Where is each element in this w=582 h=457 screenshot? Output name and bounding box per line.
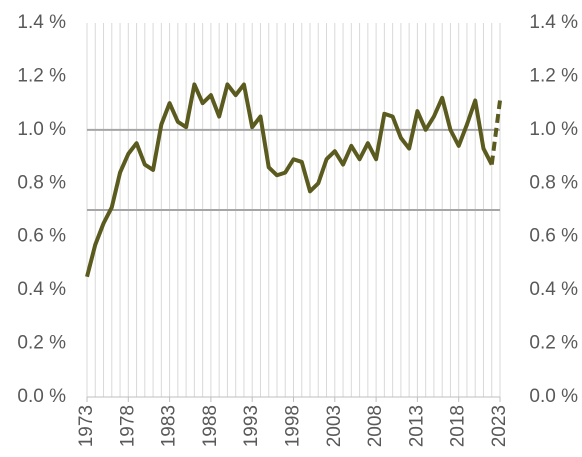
y-tick-label: 1.2 % <box>17 65 66 86</box>
y2-tick-label: 0.4 % <box>529 279 578 300</box>
y-tick-label: 0.4 % <box>17 279 66 300</box>
data-line <box>85 82 494 278</box>
x-tick-label: 1988 <box>200 405 221 447</box>
x-tick-label: 2018 <box>448 405 469 447</box>
y2-tick-label: 1.0 % <box>529 119 578 140</box>
x-tick-label: 1993 <box>241 405 262 447</box>
x-tick-label: 1983 <box>159 405 180 447</box>
x-tick-label: 2013 <box>406 405 427 447</box>
y-tick-label: 1.4 % <box>17 12 66 33</box>
x-tick-label: 1978 <box>117 405 138 447</box>
y2-tick-label: 0.8 % <box>529 172 578 193</box>
y2-tick-label: 1.4 % <box>529 12 578 33</box>
x-tick-label: 2003 <box>324 405 345 447</box>
y2-tick-label: 1.2 % <box>529 65 578 86</box>
y-tick-label: 0.2 % <box>17 333 66 354</box>
x-tick-label: 1998 <box>283 405 304 447</box>
y-tick-label: 0.8 % <box>17 172 66 193</box>
y2-tick-label: 0.0 % <box>529 386 578 407</box>
y-tick-label: 0.6 % <box>17 226 66 247</box>
x-tick-label: 2023 <box>489 405 510 447</box>
y-tick-label: 1.0 % <box>17 119 66 140</box>
x-tick-label: 1973 <box>76 405 97 447</box>
data-line <box>489 100 502 165</box>
y-tick-label: 0.0 % <box>17 386 66 407</box>
y2-tick-label: 0.6 % <box>529 226 578 247</box>
y2-tick-label: 0.2 % <box>529 333 578 354</box>
x-tick-label: 2008 <box>365 405 386 447</box>
